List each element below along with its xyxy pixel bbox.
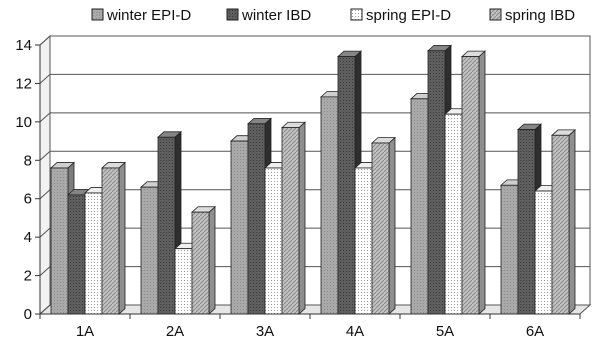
gridline — [39, 73, 590, 84]
y-tick-label: 12 — [15, 75, 32, 92]
bar-front — [101, 167, 120, 315]
bar — [280, 121, 307, 315]
bar-front — [157, 136, 176, 315]
legend-swatch — [226, 8, 239, 21]
bar-side — [208, 205, 216, 315]
bar — [370, 136, 397, 315]
legend-swatch — [350, 8, 363, 21]
legend-swatch — [489, 8, 502, 21]
y-tick-label: 6 — [24, 191, 32, 208]
y-tick-label: 0 — [24, 306, 32, 323]
bar-side — [118, 161, 126, 315]
axes: 0 2 4 6 8 10 12 14 1A 2A 3A 4A 5A 6A — [15, 37, 581, 339]
legend-item: spring IBD — [489, 7, 575, 24]
legend-label: spring EPI-D — [366, 7, 451, 24]
bar-front — [84, 192, 103, 315]
legend-label: spring IBD — [505, 7, 575, 24]
bar-front — [551, 134, 570, 315]
gridline — [39, 112, 590, 123]
back-wall — [49, 35, 591, 306]
legend-label: winter IBD — [241, 7, 311, 24]
gridlines — [39, 35, 590, 315]
bar-front — [67, 194, 86, 315]
legend-item: spring EPI-D — [350, 7, 451, 24]
bar-front — [517, 129, 536, 315]
legend: winter EPI-D winter IBD spring EPI-D spring… — [91, 7, 575, 24]
bar-front — [461, 56, 480, 315]
y-tick-label: 4 — [24, 229, 32, 246]
bars — [49, 44, 577, 315]
legend-item: winter EPI-D — [91, 7, 191, 24]
gridline — [39, 189, 590, 200]
y-tick-label: 2 — [24, 268, 32, 285]
bar-front — [337, 56, 356, 315]
bar-side — [568, 129, 576, 315]
bar-front — [191, 211, 210, 315]
bar-front — [230, 140, 249, 315]
bar — [190, 205, 217, 315]
x-tick-label: 1A — [76, 323, 94, 339]
bar — [100, 161, 127, 315]
x-tick-label: 4A — [346, 323, 364, 339]
x-tick-label: 5A — [436, 323, 454, 339]
bar-front — [140, 186, 159, 315]
bar-front — [174, 248, 193, 315]
y-tick-label: 14 — [15, 37, 32, 54]
gridline — [39, 266, 590, 276]
bar-front — [500, 184, 519, 315]
legend-item: winter IBD — [226, 7, 311, 24]
bar-front — [534, 190, 553, 315]
gridline — [39, 227, 590, 238]
bar-front — [354, 167, 373, 315]
bar-front — [371, 142, 390, 315]
bar-front — [444, 113, 463, 315]
bar-side — [478, 50, 486, 315]
bar — [460, 50, 487, 315]
y-tick-label: 10 — [15, 114, 32, 131]
bar-front — [50, 167, 69, 315]
y-tick-label: 8 — [24, 152, 32, 169]
gridline — [39, 35, 590, 46]
gridline — [39, 304, 590, 315]
bar-front — [247, 123, 266, 315]
x-tick-label: 2A — [166, 323, 184, 339]
bar-side — [298, 121, 306, 315]
bar-front — [281, 127, 300, 315]
legend-swatch — [91, 8, 104, 21]
bar — [550, 129, 577, 315]
gridline — [39, 150, 590, 161]
x-tick-label: 6A — [526, 323, 544, 339]
x-tick-label: 3A — [256, 323, 274, 339]
bar-front — [410, 98, 429, 315]
bar-front — [320, 96, 339, 315]
bar-front — [264, 167, 283, 315]
bar-front — [427, 50, 446, 315]
side-wall — [39, 34, 51, 316]
bar-side — [388, 136, 396, 315]
legend-label: winter EPI-D — [106, 7, 191, 24]
